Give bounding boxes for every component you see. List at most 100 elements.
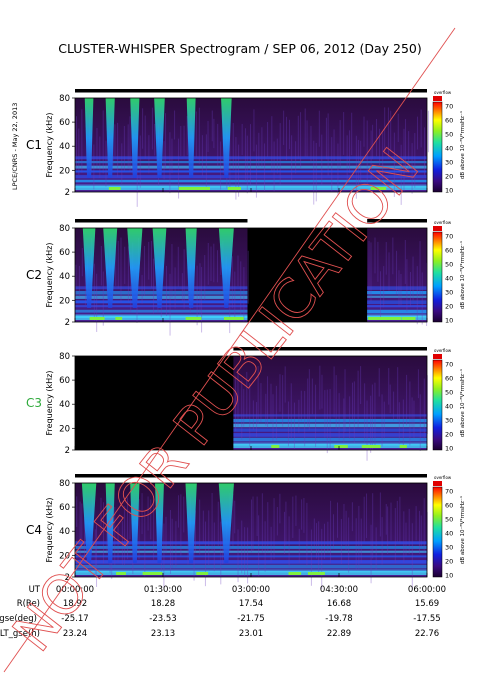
striation <box>78 265 80 297</box>
striation <box>154 123 156 156</box>
striation <box>220 244 222 275</box>
low-frequency-patch <box>362 445 379 448</box>
striation <box>81 503 83 540</box>
striation <box>387 506 389 554</box>
striation <box>397 113 399 142</box>
striation <box>287 401 289 447</box>
y-tick-label: 20 <box>59 296 70 306</box>
striation <box>201 135 203 177</box>
striation <box>144 512 146 577</box>
emission-band <box>75 179 427 183</box>
y-tick-label: 2 <box>65 318 70 328</box>
striation <box>319 365 321 410</box>
striation <box>252 496 254 551</box>
emission-band <box>367 305 427 308</box>
y-tick-label: 40 <box>59 527 70 537</box>
striation <box>390 110 392 151</box>
striation <box>275 385 277 440</box>
table-row-label: R(Re) <box>17 599 40 609</box>
striation <box>136 143 138 207</box>
striation <box>418 510 420 554</box>
striation <box>366 400 368 461</box>
coverage-bar <box>233 347 427 351</box>
low-frequency-band <box>75 316 248 320</box>
striation <box>183 249 185 309</box>
colorbar-tick-label: 40 <box>445 530 453 538</box>
emission-burst <box>81 483 97 563</box>
striation <box>186 116 188 156</box>
striation <box>165 516 167 554</box>
striation <box>237 369 239 427</box>
striation <box>393 391 395 421</box>
table-cell: -19.78 <box>325 614 352 624</box>
low-frequency-patch <box>368 317 379 320</box>
striation <box>325 117 327 160</box>
emission-burst <box>218 483 234 563</box>
striation <box>202 510 204 543</box>
striation <box>344 369 346 433</box>
emission-band <box>367 314 427 318</box>
striation <box>165 113 167 168</box>
table-cell: 03:00:00 <box>232 585 270 595</box>
striation <box>144 245 146 296</box>
colorbar-overflow-label: overflow <box>434 475 452 480</box>
low-frequency-patch <box>115 317 123 320</box>
table-cell: 15.69 <box>415 599 439 609</box>
striation <box>246 371 248 419</box>
colorbar-tick-label: 70 <box>445 233 453 241</box>
spacecraft-label: C4 <box>26 523 42 537</box>
emission-band <box>233 423 427 428</box>
striation <box>75 116 77 170</box>
striation <box>241 380 243 440</box>
striation <box>333 129 335 163</box>
colorbar-tick-label: 20 <box>445 303 453 311</box>
striation <box>315 142 317 202</box>
emission-band <box>75 175 427 179</box>
table-row-label: UT <box>29 585 41 595</box>
striation <box>279 374 281 412</box>
striation <box>229 124 231 190</box>
striation <box>171 138 173 174</box>
striation <box>379 128 381 166</box>
striation <box>196 265 198 326</box>
striation <box>292 496 294 538</box>
low-frequency-patch <box>370 187 387 190</box>
striation <box>343 112 345 155</box>
striation <box>282 375 284 427</box>
striation <box>357 370 359 428</box>
striation <box>349 396 351 439</box>
colorbar <box>432 486 443 578</box>
striation <box>124 506 126 566</box>
striation <box>169 510 171 574</box>
striation <box>279 493 281 524</box>
emission-band <box>75 550 427 553</box>
striation <box>423 378 425 440</box>
striation <box>384 107 386 154</box>
striation <box>321 528 323 590</box>
striation <box>388 368 390 405</box>
low-frequency-patch <box>288 572 302 575</box>
y-tick-label: 40 <box>59 142 70 152</box>
striation <box>247 527 249 584</box>
colorbar-tick-label: 50 <box>445 389 453 397</box>
table-cell: 01:30:00 <box>144 585 182 595</box>
emission-band <box>367 309 427 314</box>
low-frequency-patch <box>178 187 197 190</box>
y-tick-label: 60 <box>59 118 70 128</box>
y-tick-label: 40 <box>59 272 70 282</box>
table-cell: 18.92 <box>63 599 87 609</box>
striation <box>318 521 320 575</box>
table-cell: 22.89 <box>327 629 351 639</box>
striation <box>276 138 278 174</box>
striation <box>211 492 213 551</box>
striation <box>417 369 419 399</box>
striation <box>163 523 165 589</box>
striation <box>301 499 303 530</box>
striation <box>419 394 421 451</box>
striation <box>390 502 392 541</box>
striation <box>79 501 81 566</box>
striation <box>420 109 422 148</box>
colorbar-overflow <box>433 226 442 231</box>
striation <box>389 384 391 414</box>
y-tick-label: 20 <box>59 551 70 561</box>
